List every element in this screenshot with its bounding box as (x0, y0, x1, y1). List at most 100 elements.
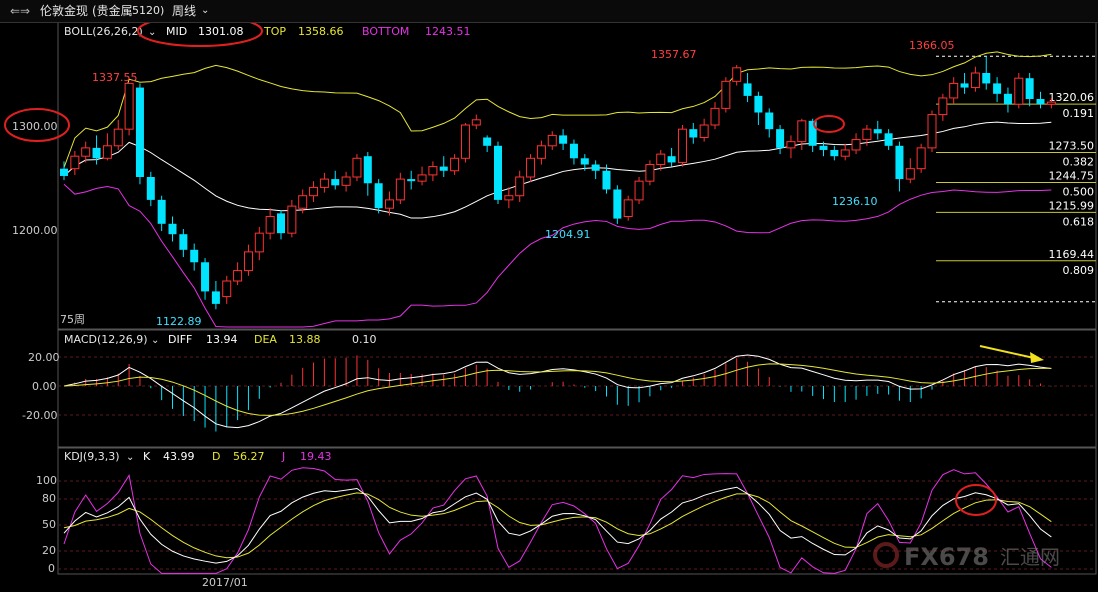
kdj-d-line (63, 492, 1052, 559)
candle-body (776, 129, 785, 148)
candle-body (884, 133, 893, 146)
macd-dropdown-icon[interactable]: ⌄ (151, 335, 159, 346)
candle-body (830, 149, 839, 157)
macd-indicator (63, 354, 1052, 432)
candle-body (341, 176, 351, 186)
candle-body (319, 178, 329, 188)
candle-body (331, 179, 340, 186)
kdj-k-label: K (143, 450, 151, 463)
macd-diff-label: DIFF (168, 333, 192, 346)
kdj-indicator (63, 467, 1052, 574)
price-1300-circle (4, 108, 70, 142)
period-dropdown-icon[interactable]: ⌄ (201, 5, 210, 16)
fib-ratio-label: 0.382 (1063, 156, 1095, 169)
candle-body (298, 195, 308, 209)
kdj-cross-circle (955, 484, 997, 516)
candle-body (938, 97, 948, 116)
candle-body (374, 183, 383, 209)
macd-dea-line (63, 363, 1052, 416)
candle-body (102, 145, 112, 159)
candle-body (417, 174, 427, 182)
price-tick-1200: 1200.00 (12, 224, 58, 237)
candle-body (81, 147, 91, 157)
candle-body (960, 83, 969, 88)
watermark-brand-cn: 汇通网 (1000, 545, 1060, 569)
fib-ratio-label: 0.500 (1063, 185, 1095, 198)
fib-ratio-label: 0.618 (1063, 215, 1095, 228)
candle-body (677, 128, 687, 163)
candle-body (591, 164, 600, 171)
kdj-dropdown-icon[interactable]: ⌄ (126, 452, 134, 463)
low-label-1: 1122.89 (156, 315, 202, 328)
candle-body (580, 158, 589, 165)
candle-body (927, 114, 937, 149)
candle-body (201, 262, 210, 292)
candle-body (287, 205, 297, 234)
candle-body (395, 178, 405, 201)
bars-count-label: 75周 (60, 313, 85, 326)
candle-body (113, 128, 123, 147)
boll-bottom-line (63, 183, 1052, 328)
candle-body (862, 128, 872, 141)
candle-body (254, 232, 264, 253)
high-label-3: 1366.05 (909, 39, 955, 52)
candle-body (754, 95, 763, 113)
candle-body (732, 67, 742, 82)
candle-body (667, 156, 676, 163)
kdj-j-value: 19.43 (300, 450, 332, 463)
boll-mid-value: 1301.08 (198, 25, 244, 38)
candle-body (819, 145, 828, 150)
macd-diff-line (63, 354, 1052, 429)
candle-body (949, 82, 959, 99)
boll-top-value: 1358.66 (298, 25, 344, 38)
macd-tick-20: 20.00 (28, 351, 60, 364)
candle-body (623, 199, 633, 218)
candle-body (536, 145, 546, 159)
candle-body (526, 157, 536, 178)
candle-body (243, 251, 253, 272)
candle-body (494, 145, 502, 200)
kdj-tick-50: 50 (42, 518, 56, 531)
candle-body (1046, 101, 1056, 105)
macd-dea-label: DEA (254, 333, 277, 346)
candle-body (135, 87, 144, 177)
macd-diff-value: 13.94 (206, 333, 238, 346)
candle-body (851, 139, 861, 151)
candle-body (124, 82, 134, 130)
candle-body (70, 155, 80, 170)
candle-body (92, 147, 101, 159)
candlestick-series[interactable] (60, 56, 1056, 310)
price-tick-1300: 1300.00 (12, 120, 58, 133)
chart-title-bar: ⇐⇒ 伦敦金现 (贵金属 5120) 周线 ⌄ (0, 0, 1098, 23)
candle-body (211, 291, 220, 304)
macd-value: 0.10 (352, 333, 377, 346)
candle-body (743, 83, 752, 96)
kdj-d-label: D (212, 450, 220, 463)
candle-body (808, 120, 817, 146)
fx678-watermark: FX678 汇通网 (873, 542, 1060, 571)
candle-body (765, 112, 774, 130)
candle-body (916, 147, 926, 170)
candle-body (483, 137, 492, 146)
high-label-1: 1337.55 (92, 71, 138, 84)
kdj-k-value: 43.99 (163, 450, 195, 463)
kdj-tick-100: 100 (36, 474, 57, 487)
period-label[interactable]: 周线 (172, 4, 197, 18)
bollinger-bands (63, 51, 1052, 328)
candle-body (428, 166, 438, 176)
kdj-j-line (63, 467, 1052, 574)
candle-body (905, 168, 915, 180)
fib-price-label: 1320.06 (1049, 91, 1095, 104)
kdj-label: KDJ(9,3,3) (64, 450, 120, 463)
kdj-tick-20: 20 (42, 544, 56, 557)
date-label: 2017/01 (202, 576, 248, 589)
candle-body (60, 168, 68, 176)
candle-body (569, 143, 578, 159)
high-label-2: 1357.67 (651, 48, 697, 61)
nav-arrows-icon[interactable]: ⇐⇒ (10, 4, 31, 18)
boll-top-label: TOP (263, 25, 286, 38)
boll-dropdown-icon[interactable]: ⌄ (148, 27, 156, 38)
candle-body (1003, 93, 1012, 105)
